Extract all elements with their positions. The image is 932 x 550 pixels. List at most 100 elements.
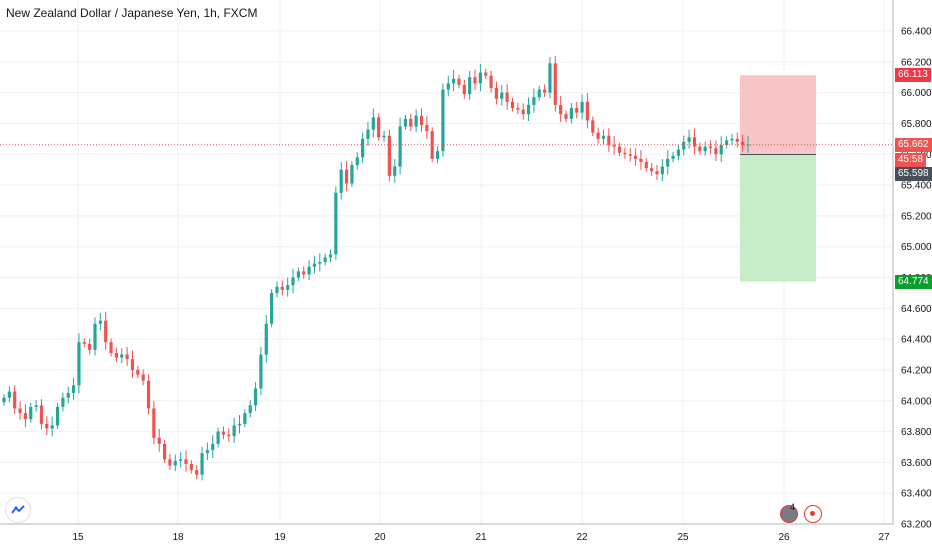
candle-body [253,388,258,406]
candle-body [580,101,584,113]
candle-body [382,135,386,138]
alert-icon[interactable] [804,505,822,523]
candle-body [403,118,408,127]
events-count: 4 [790,502,796,512]
candle-body [243,413,247,424]
candle-body [157,437,161,444]
candle-body [735,138,739,142]
price-tick-label: 63.400 [901,489,932,500]
candle-body [291,277,295,286]
candle-body [468,77,472,95]
candle-body [692,137,697,147]
time-tick-label: 15 [72,532,84,543]
candle-body [596,132,600,139]
candle-body [162,443,167,460]
candle-body [537,89,541,98]
candle-body [607,135,611,146]
candle-body [633,155,638,159]
time-tick-label: 22 [576,532,588,543]
candle-body [61,397,65,407]
candle-body [617,146,622,153]
candle-body [120,354,124,358]
position-tool[interactable] [740,75,816,282]
candle-body [446,83,450,90]
candle-body [521,109,525,115]
candle-body [355,157,359,166]
candle-body [339,169,343,193]
candle-body [585,101,590,121]
candle-body [478,72,482,84]
candle-body [398,126,402,167]
candle-body [55,406,60,426]
price-tick-label: 64.600 [901,304,932,315]
candle-body [377,117,381,138]
candle-body [195,470,199,475]
price-tick-label: 63.600 [901,458,932,469]
candle-body [184,459,188,464]
candle-body [23,413,28,420]
candle-body [639,158,643,162]
candle-body [425,124,429,132]
candle-body [548,63,552,93]
candle-body [371,117,375,130]
candle-body [66,393,70,398]
candle-body [708,146,713,149]
candle-body [457,78,461,85]
price-tick-label: 64.400 [901,335,932,346]
entry-price-badge: 65.598 [895,166,932,181]
candle-body [350,165,354,184]
candle-body [109,342,113,353]
candle-body [650,168,654,172]
candle-body [296,271,300,278]
price-tick-label: 63.200 [901,520,932,531]
candle-body [259,354,263,389]
candle-body [312,263,317,267]
candle-body [730,138,734,141]
price-tick-label: 64.000 [901,396,932,407]
candle-body [532,97,536,105]
candle-body [393,166,397,176]
time-axis[interactable]: 15 18 19 20 21 22 25 26 27 [0,523,893,543]
candle-body [221,431,226,435]
candle-body [18,408,22,414]
candle-body [71,385,76,394]
price-tick-label: 65.000 [901,242,932,253]
take-profit-zone [740,154,816,282]
candle-body [39,405,44,424]
candle-body [484,72,488,76]
price-tick-label: 66.400 [901,27,932,38]
candle-body [93,323,97,350]
candle-body [152,408,156,438]
candle-body [29,406,33,420]
economic-events-icon[interactable] [780,505,798,523]
candle-body [452,78,456,84]
take-profit-price-badge: 64.774 [895,274,932,289]
candle-body [2,397,6,403]
candle-body [500,92,504,99]
tradingview-logo-icon[interactable] [5,497,31,523]
candle-body [660,166,664,175]
candle-body [280,286,284,290]
candle-body [173,460,177,466]
candle-body [141,374,145,381]
price-tick-label: 65.800 [901,119,932,130]
candle-body [489,75,493,89]
candle-body [302,271,306,275]
candle-body [575,108,579,113]
price-tick-label: 66.200 [901,57,932,68]
candle-body [703,146,707,152]
chart-title: New Zealand Dollar / Japanese Yen, 1h, F… [6,6,258,20]
candle-body [564,114,568,119]
candle-body [344,169,349,184]
candle-body [655,171,659,175]
price-tick-label: 64.200 [901,365,932,376]
price-tick-label: 65.400 [901,181,932,192]
candle-body [473,77,477,84]
candle-body [419,115,424,125]
candle-body [409,118,413,127]
candle-body [671,155,675,159]
candle-body [462,84,466,95]
candle-body [168,459,172,466]
candle-body [318,262,322,264]
